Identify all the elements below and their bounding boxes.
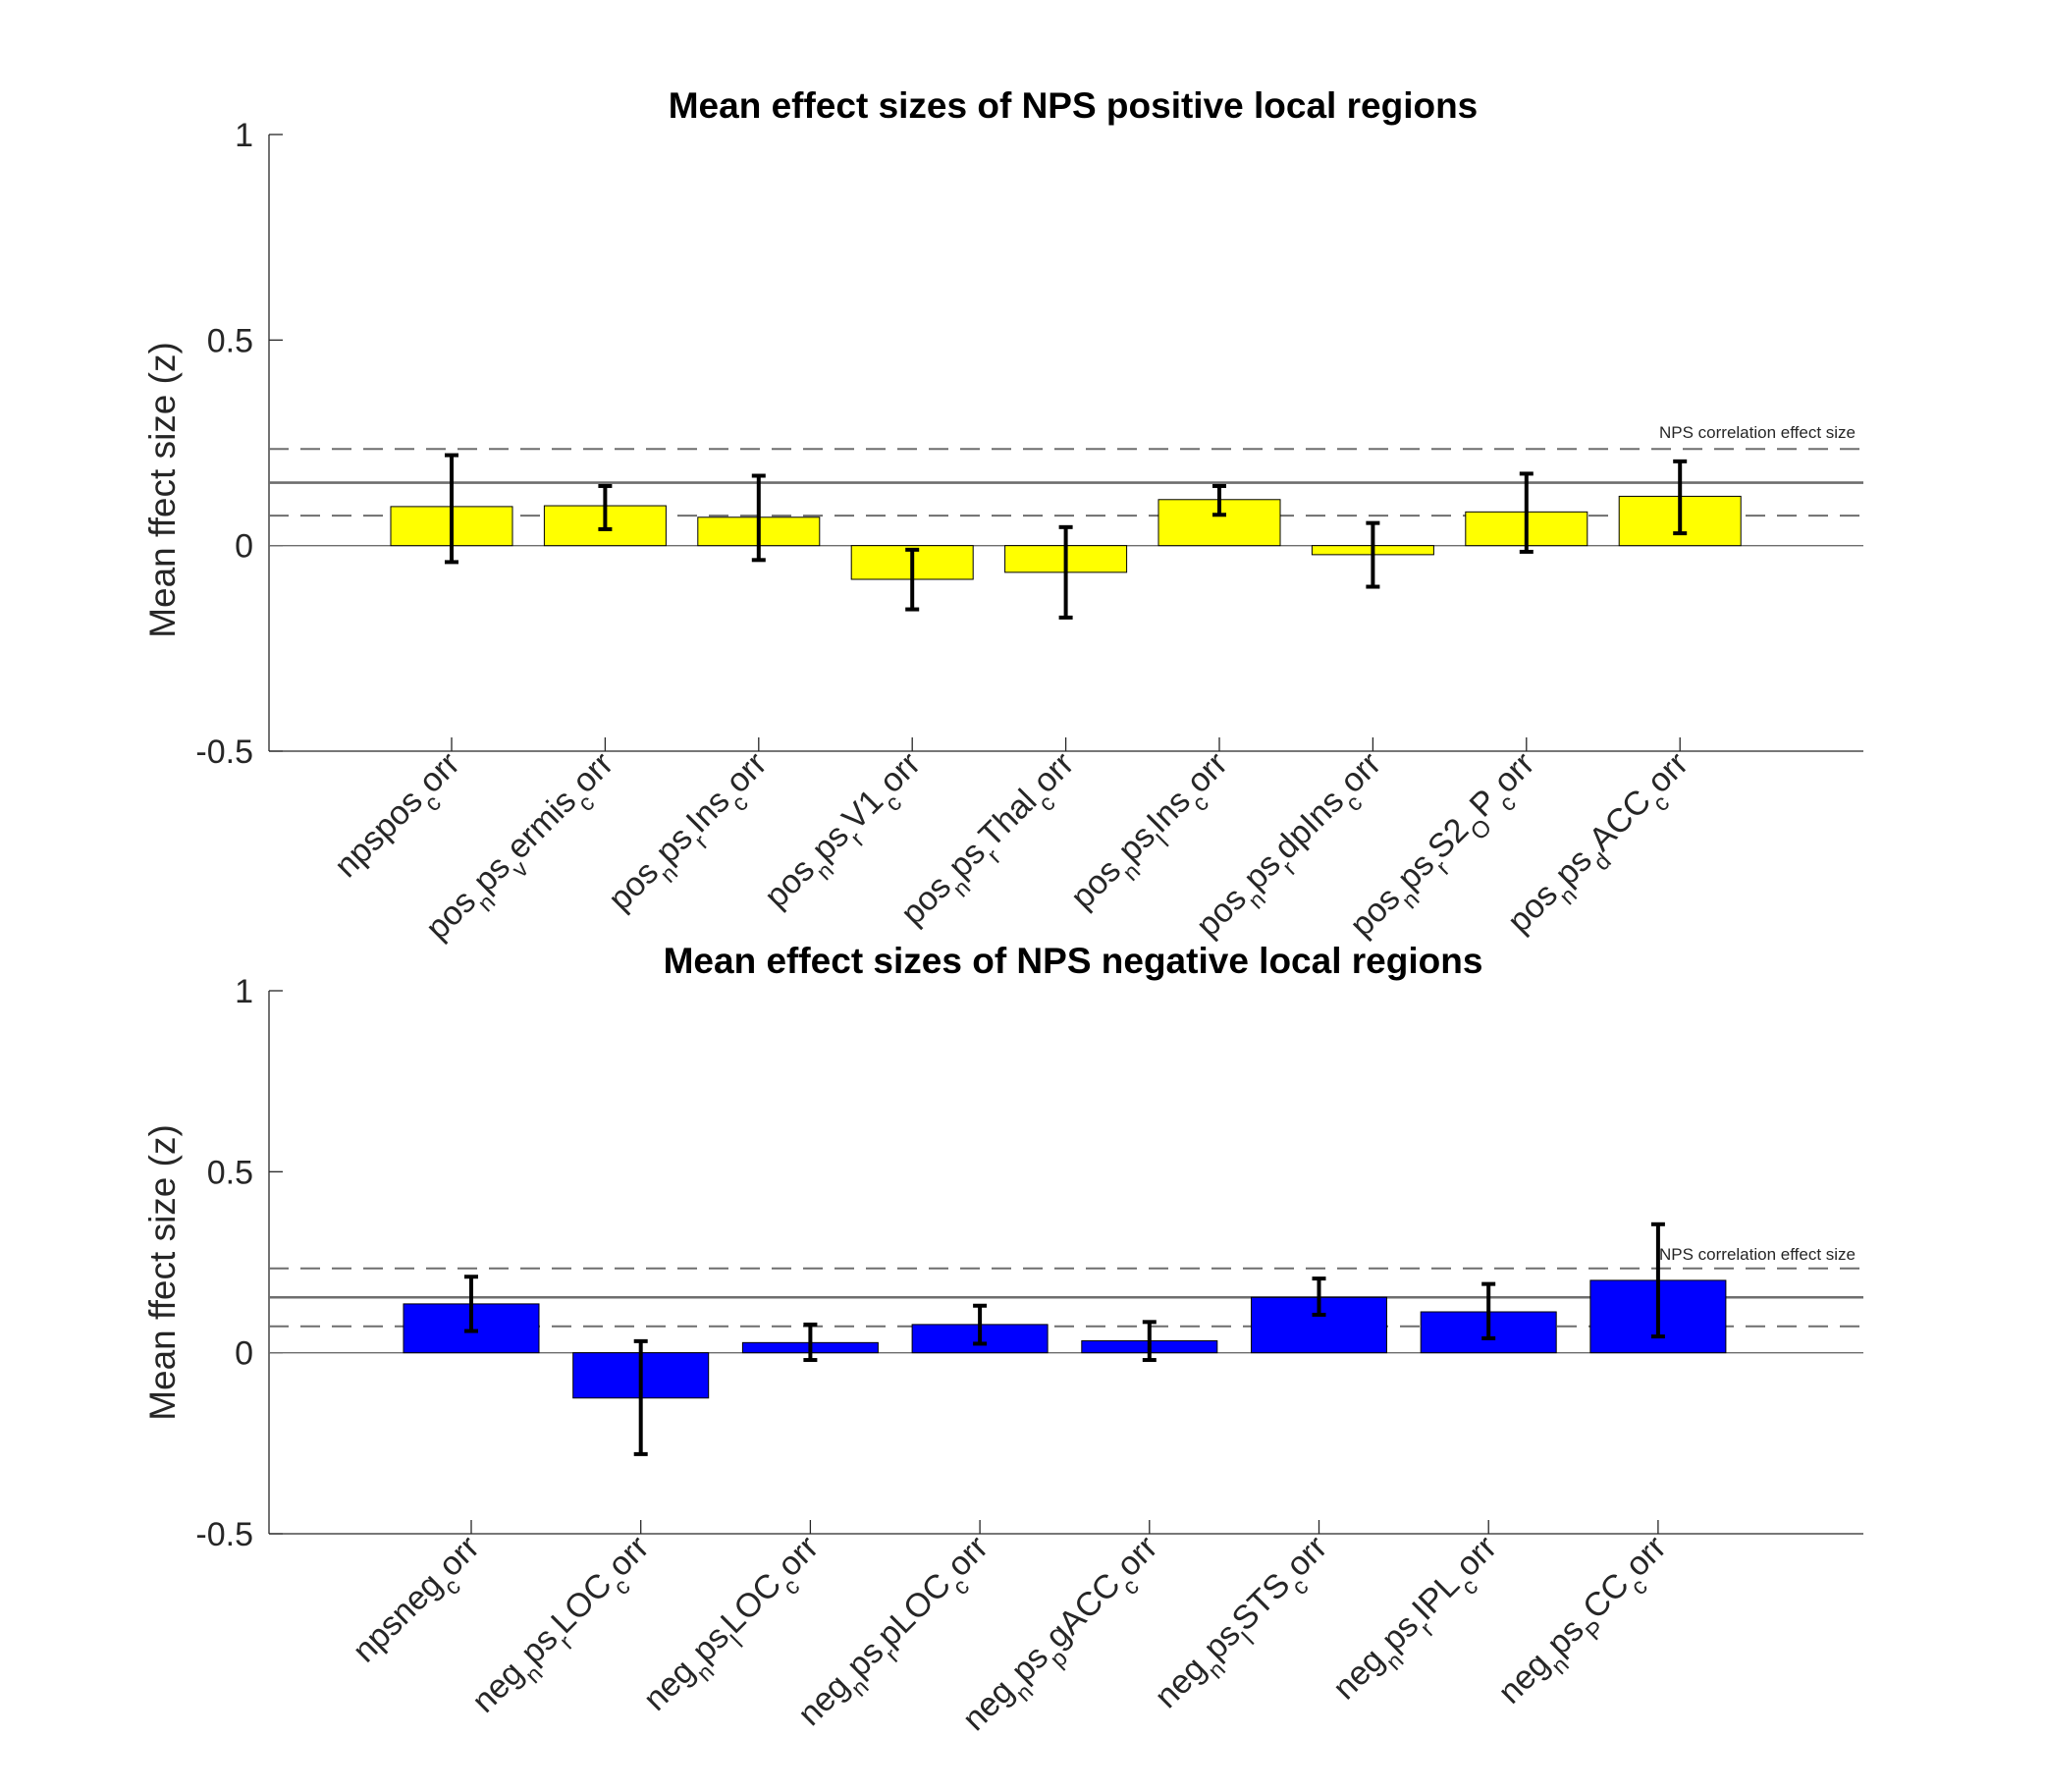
- x-tick-label: negnpsrLOCcorr: [465, 1529, 665, 1728]
- y-axis-label: Mean ffect size (z): [142, 1124, 183, 1421]
- y-tick-label: -0.5: [195, 733, 253, 771]
- y-tick-label: 1: [235, 117, 253, 154]
- y-tick-label: -0.5: [195, 1516, 253, 1553]
- x-tick-label: negnpsrIPLcorr: [1325, 1529, 1512, 1715]
- x-tick-label: negnpsPCCcorr: [1491, 1529, 1682, 1719]
- positive-regions-chart: Mean effect sizes of NPS positive local …: [142, 85, 1863, 947]
- y-tick-label: 0.5: [207, 322, 253, 359]
- y-tick-label: 0.5: [207, 1154, 253, 1191]
- reference-annotation: NPS correlation effect size: [1659, 423, 1856, 442]
- y-tick-label: 1: [235, 973, 253, 1010]
- y-tick-label: 0: [235, 1335, 253, 1373]
- x-tick-label: posnpsrInscorr: [601, 745, 781, 926]
- y-tick-label: 0: [235, 528, 253, 566]
- x-tick-label: npsnegcorr: [346, 1529, 495, 1678]
- reference-annotation: NPS correlation effect size: [1659, 1245, 1856, 1264]
- chart-title: Mean effect sizes of NPS negative local …: [664, 941, 1483, 981]
- negative-regions-chart: Mean effect sizes of NPS negative local …: [142, 941, 1863, 1738]
- y-axis-label: Mean ffect size (z): [142, 342, 183, 638]
- x-tick-label: npsposcorr: [327, 745, 474, 893]
- chart-title: Mean effect sizes of NPS positive local …: [669, 85, 1479, 126]
- x-tick-label: negnpslSTScorr: [1148, 1529, 1342, 1723]
